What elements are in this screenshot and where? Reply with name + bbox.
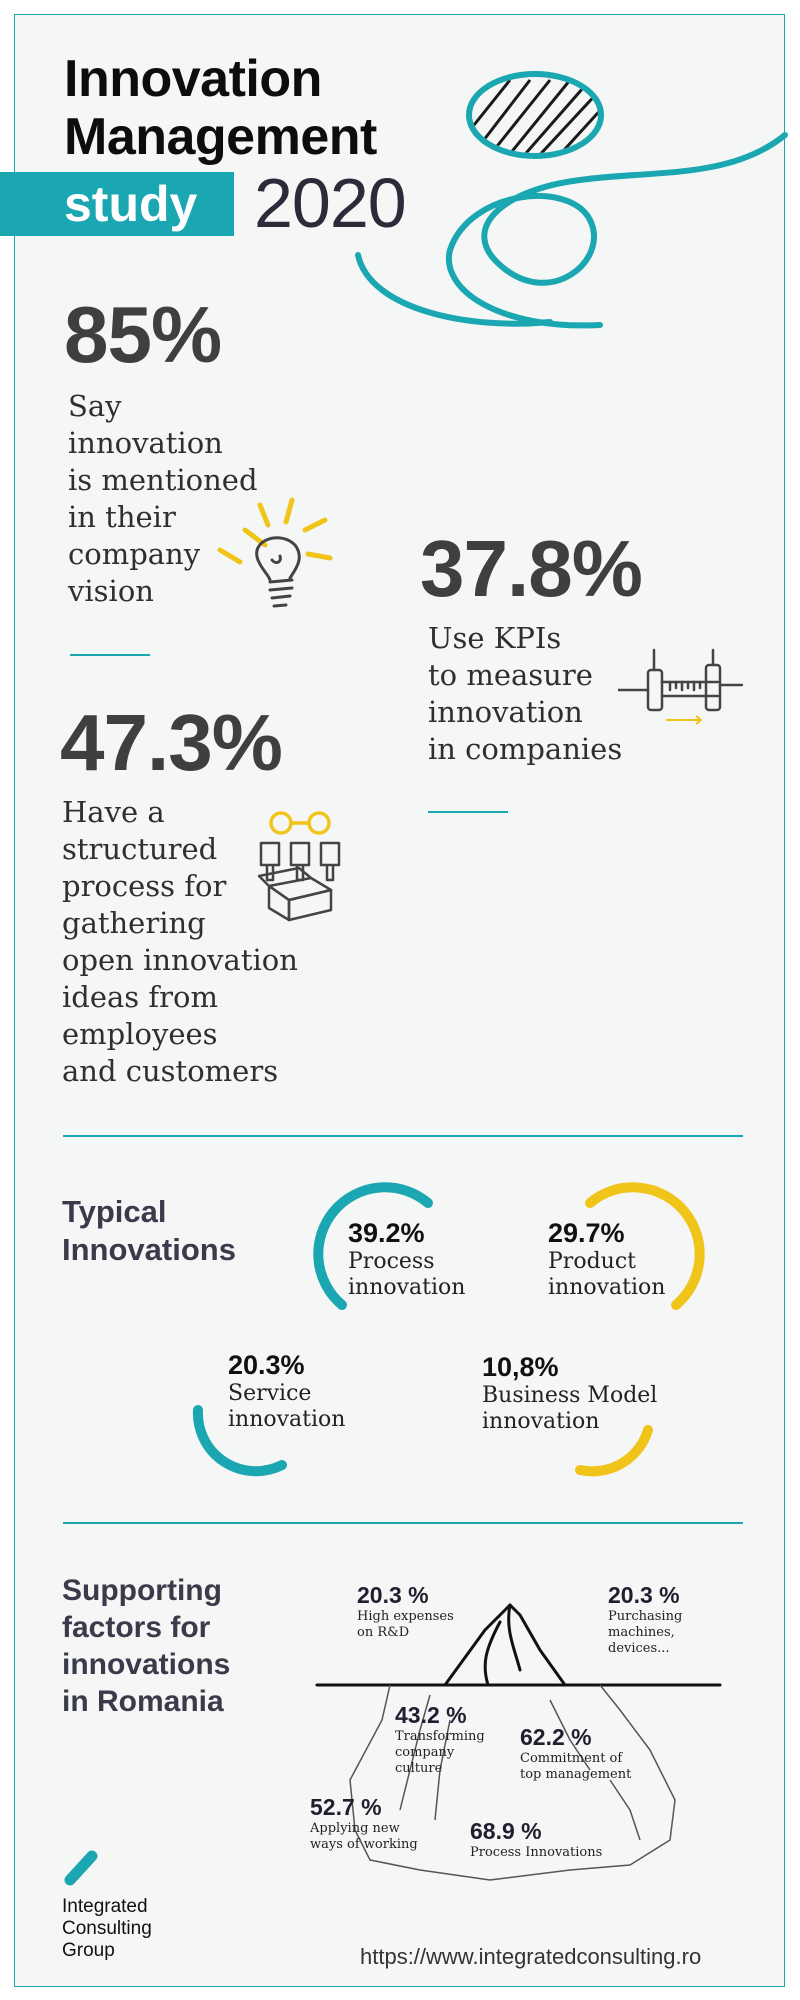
typical-product: 29.7% Product innovation (548, 1218, 666, 1300)
study-label: study (0, 172, 234, 236)
typical-process: 39.2% Process innovation (348, 1218, 466, 1300)
typical-service: 20.3% Service innovation (228, 1350, 346, 1432)
factor-purchasing-machines: 20.3 % Purchasing machines, devices... (608, 1582, 683, 1656)
company-logo-icon (64, 1850, 98, 1886)
supporting-title: Supporting factors for innovations in Ro… (62, 1574, 231, 1718)
title-line-1: Innovation (64, 50, 322, 108)
service-innovation-arc (192, 1405, 287, 1477)
website-link[interactable]: https://www.integratedconsulting.ro (360, 1944, 702, 1969)
process-innovation-arc (313, 1182, 433, 1310)
caliper-icon (618, 648, 743, 725)
section-divider-1 (63, 1135, 743, 1137)
stat-kpi-value: 37.8% (420, 524, 643, 613)
product-innovation-arc (585, 1182, 705, 1310)
section-divider-2 (63, 1522, 743, 1524)
title-line-2: Management (64, 108, 377, 166)
stat-process-description: Have a structured process for gathering … (62, 795, 298, 1088)
idea-box-icon (257, 811, 341, 922)
factor-process-innovations: 68.9 % Process Innovations (470, 1818, 603, 1860)
stat-vision-description: Say innovation is mentioned in their com… (68, 389, 258, 608)
lightbulb-icon (217, 497, 333, 608)
company-logo-text: Integrated Consulting Group (62, 1896, 152, 1961)
infographic-frame (14, 14, 785, 1987)
divider-short-2 (428, 811, 508, 813)
stat-process-value: 47.3% (60, 698, 283, 787)
typical-business-model: 10,8% Business Model innovation (482, 1352, 658, 1434)
factor-top-management: 62.2 % Commitment of top management (520, 1724, 632, 1782)
year-label: 2020 (254, 164, 407, 242)
factor-company-culture: 43.2 % Transforming company culture (395, 1702, 485, 1776)
divider-short-1 (70, 654, 150, 656)
factor-new-ways-of-working: 52.7 % Applying new ways of working (310, 1794, 418, 1852)
iceberg-illustration-icon (315, 1603, 722, 1881)
factor-rd-expenses: 20.3 % High expenses on R&D (357, 1582, 454, 1640)
typical-arcs (192, 1182, 705, 1477)
stat-vision-value: 85% (64, 290, 222, 379)
swirl-decoration-icon (355, 71, 788, 329)
stat-kpi-description: Use KPIs to measure innovation in compan… (428, 621, 623, 766)
typical-title: Typical Innovations (62, 1194, 236, 1267)
business-model-innovation-arc (575, 1425, 653, 1477)
